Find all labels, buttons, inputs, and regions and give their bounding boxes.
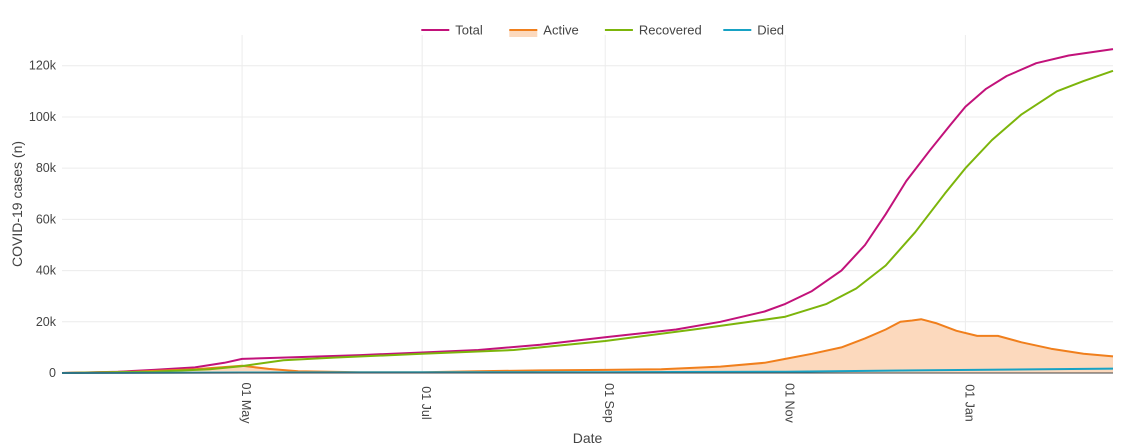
legend-label-died: Died (757, 23, 784, 38)
x-tick-label: 01 Jan (962, 384, 976, 422)
series-line-recovered (61, 69, 1114, 374)
x-tick-label: 01 Jul (419, 386, 433, 419)
legend-label-recovered: Recovered (639, 23, 702, 38)
y-tick-label: 80k (36, 161, 57, 175)
axes: 0 20k 40k 60k 80k 100k 120k 01 May 01 Jul 01 Sep 0… (29, 59, 1113, 425)
y-tick-label: 0 (49, 366, 56, 380)
series-layer (61, 48, 1114, 374)
y-tick-label: 60k (36, 212, 57, 226)
y-tick-label: 40k (36, 264, 57, 278)
y-tick-label: 120k (29, 59, 57, 73)
y-tick-label: 20k (36, 315, 57, 329)
x-tick-label: 01 Nov (782, 383, 796, 423)
x-axis-title: Date (573, 430, 603, 446)
series-line-total (61, 48, 1114, 374)
legend: Total Active Recovered Died (421, 23, 784, 38)
x-tick-label: 01 Sep (602, 383, 616, 423)
legend-label-active: Active (543, 23, 578, 38)
grid (62, 35, 1113, 373)
x-tick-label: 01 May (239, 383, 253, 425)
series-line-active (61, 318, 1114, 374)
y-tick-label: 100k (29, 110, 57, 124)
y-axis-title: COVID-19 cases (n) (9, 141, 25, 267)
legend-swatch-fill-active (509, 30, 538, 37)
legend-label-total: Total (455, 23, 483, 38)
series-area-active (62, 319, 1113, 373)
